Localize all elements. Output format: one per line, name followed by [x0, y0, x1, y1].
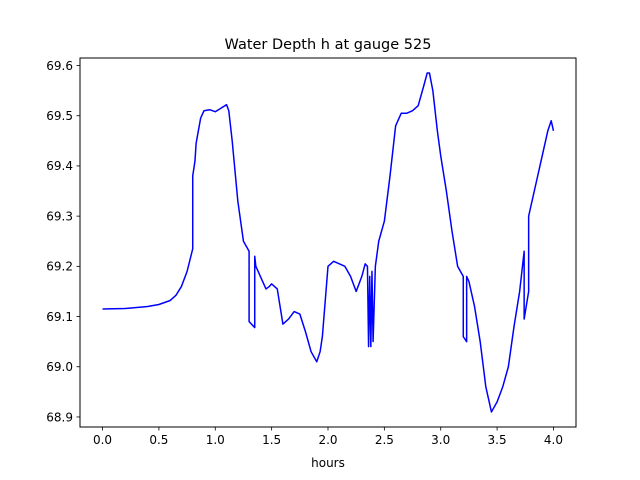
x-tick-label: 0.5	[149, 433, 168, 447]
x-tick-label: 2.5	[375, 433, 394, 447]
x-tick-label: 4.0	[544, 433, 563, 447]
y-tick-label: 69.6	[46, 59, 73, 73]
y-tick-label: 68.9	[46, 410, 73, 424]
plot-frame	[79, 57, 577, 428]
y-tick-label: 69.4	[46, 159, 73, 173]
x-tick-label: 1.0	[206, 433, 225, 447]
plot-area	[102, 72, 555, 413]
y-tick-label: 69.5	[46, 109, 73, 123]
x-tick-label: 3.5	[488, 433, 507, 447]
y-tick-label: 69.1	[46, 310, 73, 324]
y-tick-label: 69.3	[46, 209, 73, 223]
y-axis: 68.9 69.0 69.1 69.2 69.3 69.4 69.5 69.6	[46, 59, 80, 424]
y-tick-label: 69.2	[46, 260, 73, 274]
chart-title: Water Depth h at gauge 525	[225, 37, 432, 53]
x-tick-label: 3.0	[431, 433, 450, 447]
x-tick-label: 0.0	[93, 433, 112, 447]
x-tick-label: 1.5	[262, 433, 281, 447]
x-axis-label: hours	[311, 456, 345, 470]
series-line-0	[102, 72, 555, 413]
x-axis: 0.0 0.5 1.0 1.5 2.0 2.5 3.0 3.5 4.0	[93, 427, 563, 447]
x-tick-label: 2.0	[318, 433, 337, 447]
y-tick-label: 69.0	[46, 360, 73, 374]
